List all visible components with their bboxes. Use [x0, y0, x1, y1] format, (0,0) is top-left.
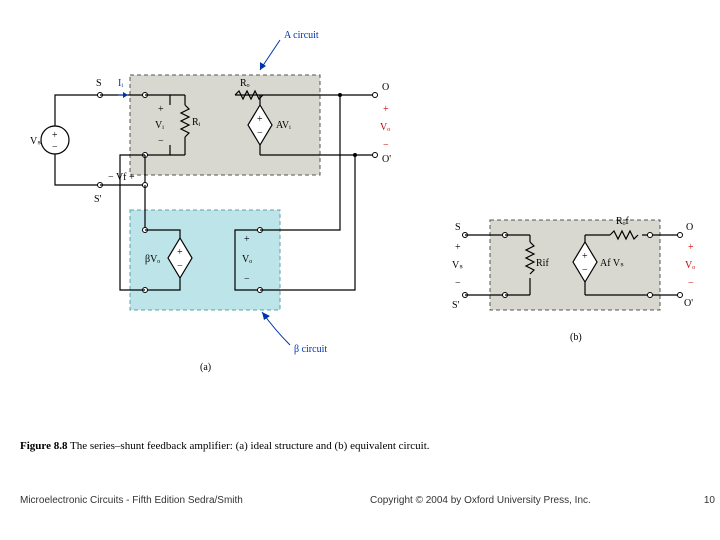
svg-text:−: − — [582, 265, 588, 276]
svg-text:+: + — [177, 247, 183, 258]
s-terminal: S — [96, 78, 102, 89]
ii-label: Iᵢ — [118, 78, 123, 89]
subfig-b: (b) — [570, 332, 582, 343]
b-vo-label: Vₒ — [685, 260, 695, 271]
b-o-terminal: O — [686, 222, 693, 233]
rof-label: Rₒf — [616, 216, 630, 227]
vf-label: − Vf + — [108, 172, 135, 183]
svg-text:+: + — [244, 234, 250, 245]
svg-text:−: − — [52, 142, 58, 153]
sp-terminal: S' — [94, 194, 102, 205]
beta-vo-label: βVₒ — [145, 254, 160, 265]
vo-minus-a: − — [383, 140, 389, 151]
a-circuit-label: A circuit — [284, 30, 319, 41]
vo-beta-label: Vₒ — [242, 254, 252, 265]
footer-page-num: 10 — [704, 495, 715, 506]
svg-text:+: + — [52, 130, 58, 141]
avi-label: AVᵢ — [276, 120, 291, 131]
svg-text:+: + — [688, 242, 694, 253]
svg-text:+: + — [455, 242, 461, 253]
o-terminal: O — [382, 82, 389, 93]
beta-circuit-label: β circuit — [294, 344, 327, 355]
vi-label: Vᵢ — [155, 120, 164, 131]
afvs-label: Af Vₛ — [600, 258, 624, 269]
op-terminal: O' — [382, 154, 391, 165]
svg-text:−: − — [177, 261, 183, 272]
vs-label: Vₛ — [30, 136, 41, 147]
svg-text:+: + — [257, 114, 263, 125]
b-s-terminal: S — [455, 222, 461, 233]
svg-text:−: − — [257, 128, 263, 139]
vo-label-a: Vₒ — [380, 122, 390, 133]
svg-text:−: − — [158, 136, 164, 147]
svg-text:+: + — [582, 251, 588, 262]
ro-label: Rₒ — [240, 78, 250, 89]
footer-right: Copyright © 2004 by Oxford University Pr… — [370, 495, 591, 506]
ri-label: Rᵢ — [192, 117, 201, 128]
b-sp-terminal: S' — [452, 300, 460, 311]
svg-text:−: − — [455, 278, 461, 289]
subfig-a: (a) — [200, 362, 211, 373]
svg-text:−: − — [244, 274, 250, 285]
b-op-terminal: O' — [684, 298, 693, 309]
b-vs-label: Vₛ — [452, 260, 463, 271]
wire-top — [55, 95, 100, 126]
figure-caption: Figure 8.8 The series–shunt feedback amp… — [20, 440, 430, 452]
svg-text:+: + — [158, 104, 164, 115]
vo-plus-a: + — [383, 104, 389, 115]
footer-left: Microelectronic Circuits - Fifth Edition… — [20, 495, 243, 506]
rif-label: Rif — [536, 258, 549, 269]
svg-text:−: − — [688, 278, 694, 289]
